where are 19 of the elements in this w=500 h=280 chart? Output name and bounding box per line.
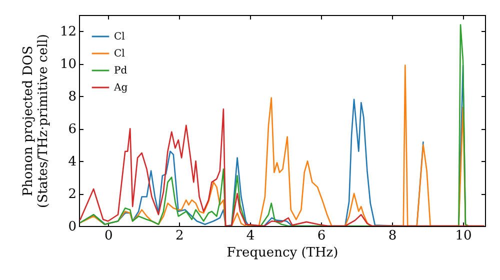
- x-tick-label: 0: [104, 228, 113, 244]
- legend-label: Cl: [114, 48, 125, 60]
- y-tick-label: 2: [68, 187, 76, 202]
- x-axis-title: Frequency (THz): [226, 246, 338, 260]
- legend-label: Ag: [113, 82, 128, 94]
- y-tick-label: 10: [60, 57, 76, 72]
- x-tick-label: 10: [455, 228, 472, 244]
- y-tick-label: 8: [68, 90, 76, 105]
- legend-label: Pd: [114, 66, 128, 76]
- x-tick-label: 8: [388, 228, 397, 244]
- x-tick-label: 2: [175, 228, 184, 244]
- y-tick-label: 4: [68, 154, 76, 170]
- line-series: [79, 108, 485, 226]
- y-axis-title: Phonon projected DOS (States/THz·primitive cell): [20, 34, 51, 208]
- x-tick-label: 4: [246, 228, 255, 244]
- x-tick-label: 6: [317, 228, 326, 244]
- y-tick-label: 12: [60, 24, 76, 40]
- y-tick-label: 6: [68, 122, 76, 138]
- legend-label: Cl: [114, 32, 125, 42]
